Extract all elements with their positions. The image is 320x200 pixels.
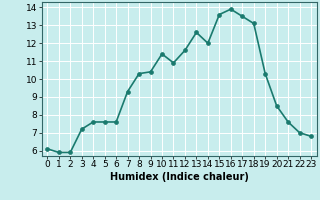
X-axis label: Humidex (Indice chaleur): Humidex (Indice chaleur)	[110, 172, 249, 182]
